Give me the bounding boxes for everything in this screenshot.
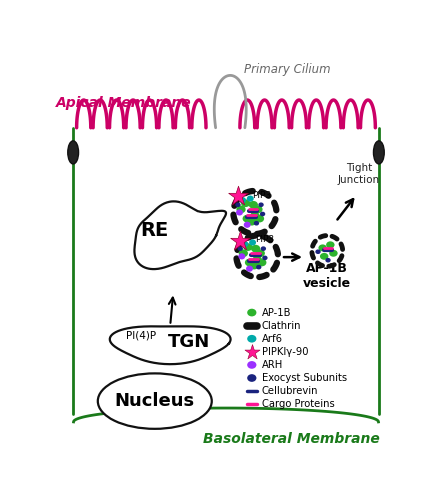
Text: Arf6: Arf6 [262, 334, 283, 344]
Ellipse shape [246, 266, 253, 272]
Ellipse shape [236, 206, 246, 213]
Ellipse shape [318, 244, 327, 252]
Ellipse shape [247, 308, 256, 316]
Text: Primary Cilium: Primary Cilium [244, 62, 331, 76]
Ellipse shape [247, 196, 254, 202]
Ellipse shape [241, 200, 250, 207]
Ellipse shape [241, 241, 248, 247]
Ellipse shape [315, 250, 321, 254]
Text: Exocyst Subunits: Exocyst Subunits [262, 373, 347, 383]
Ellipse shape [253, 206, 262, 213]
Text: AP-1B
vesicle: AP-1B vesicle [303, 262, 351, 289]
Text: Tight
Junction: Tight Junction [338, 163, 380, 185]
Ellipse shape [247, 218, 256, 226]
Point [248, 348, 255, 356]
Ellipse shape [258, 202, 264, 207]
Text: Clathrin: Clathrin [262, 320, 301, 330]
Text: Cargo Proteins: Cargo Proteins [262, 399, 335, 409]
Ellipse shape [261, 246, 266, 251]
Ellipse shape [251, 245, 260, 252]
Ellipse shape [249, 201, 258, 208]
Ellipse shape [98, 374, 212, 429]
Ellipse shape [238, 254, 245, 260]
Text: PIPKIγ-90: PIPKIγ-90 [262, 347, 308, 357]
Text: PI(4)P: PI(4)P [126, 330, 156, 340]
Ellipse shape [250, 212, 259, 220]
Text: Basolateral Membrane: Basolateral Membrane [203, 432, 379, 446]
Ellipse shape [329, 250, 338, 256]
Ellipse shape [256, 265, 262, 270]
Ellipse shape [255, 215, 264, 222]
Ellipse shape [247, 361, 256, 369]
Ellipse shape [257, 258, 266, 266]
Text: PIP3: PIP3 [253, 191, 272, 200]
Text: ARH: ARH [262, 360, 283, 370]
Ellipse shape [250, 262, 259, 270]
Ellipse shape [253, 256, 262, 264]
Ellipse shape [247, 335, 256, 342]
Ellipse shape [68, 141, 78, 164]
Ellipse shape [247, 374, 256, 382]
Ellipse shape [320, 253, 329, 260]
Text: PIP3: PIP3 [255, 235, 274, 244]
Ellipse shape [238, 246, 243, 251]
Ellipse shape [243, 215, 252, 222]
Point [237, 237, 244, 245]
Ellipse shape [254, 221, 259, 226]
Text: Apical Membrane: Apical Membrane [56, 96, 192, 110]
Ellipse shape [239, 250, 248, 257]
Text: Cellubrevin: Cellubrevin [262, 386, 318, 396]
Text: Nucleus: Nucleus [115, 392, 195, 410]
Ellipse shape [325, 258, 331, 262]
Text: AP-1B: AP-1B [262, 308, 292, 318]
Ellipse shape [235, 202, 241, 207]
Ellipse shape [326, 242, 335, 248]
Ellipse shape [249, 240, 256, 246]
Ellipse shape [245, 258, 254, 266]
Ellipse shape [262, 256, 268, 260]
Text: TGN: TGN [168, 333, 210, 351]
Ellipse shape [244, 222, 250, 228]
Text: RE: RE [141, 222, 169, 240]
Ellipse shape [239, 197, 246, 203]
Ellipse shape [243, 244, 253, 251]
Ellipse shape [260, 212, 265, 216]
Ellipse shape [236, 210, 243, 216]
Ellipse shape [256, 250, 265, 257]
Ellipse shape [374, 141, 384, 164]
Point [235, 192, 242, 200]
